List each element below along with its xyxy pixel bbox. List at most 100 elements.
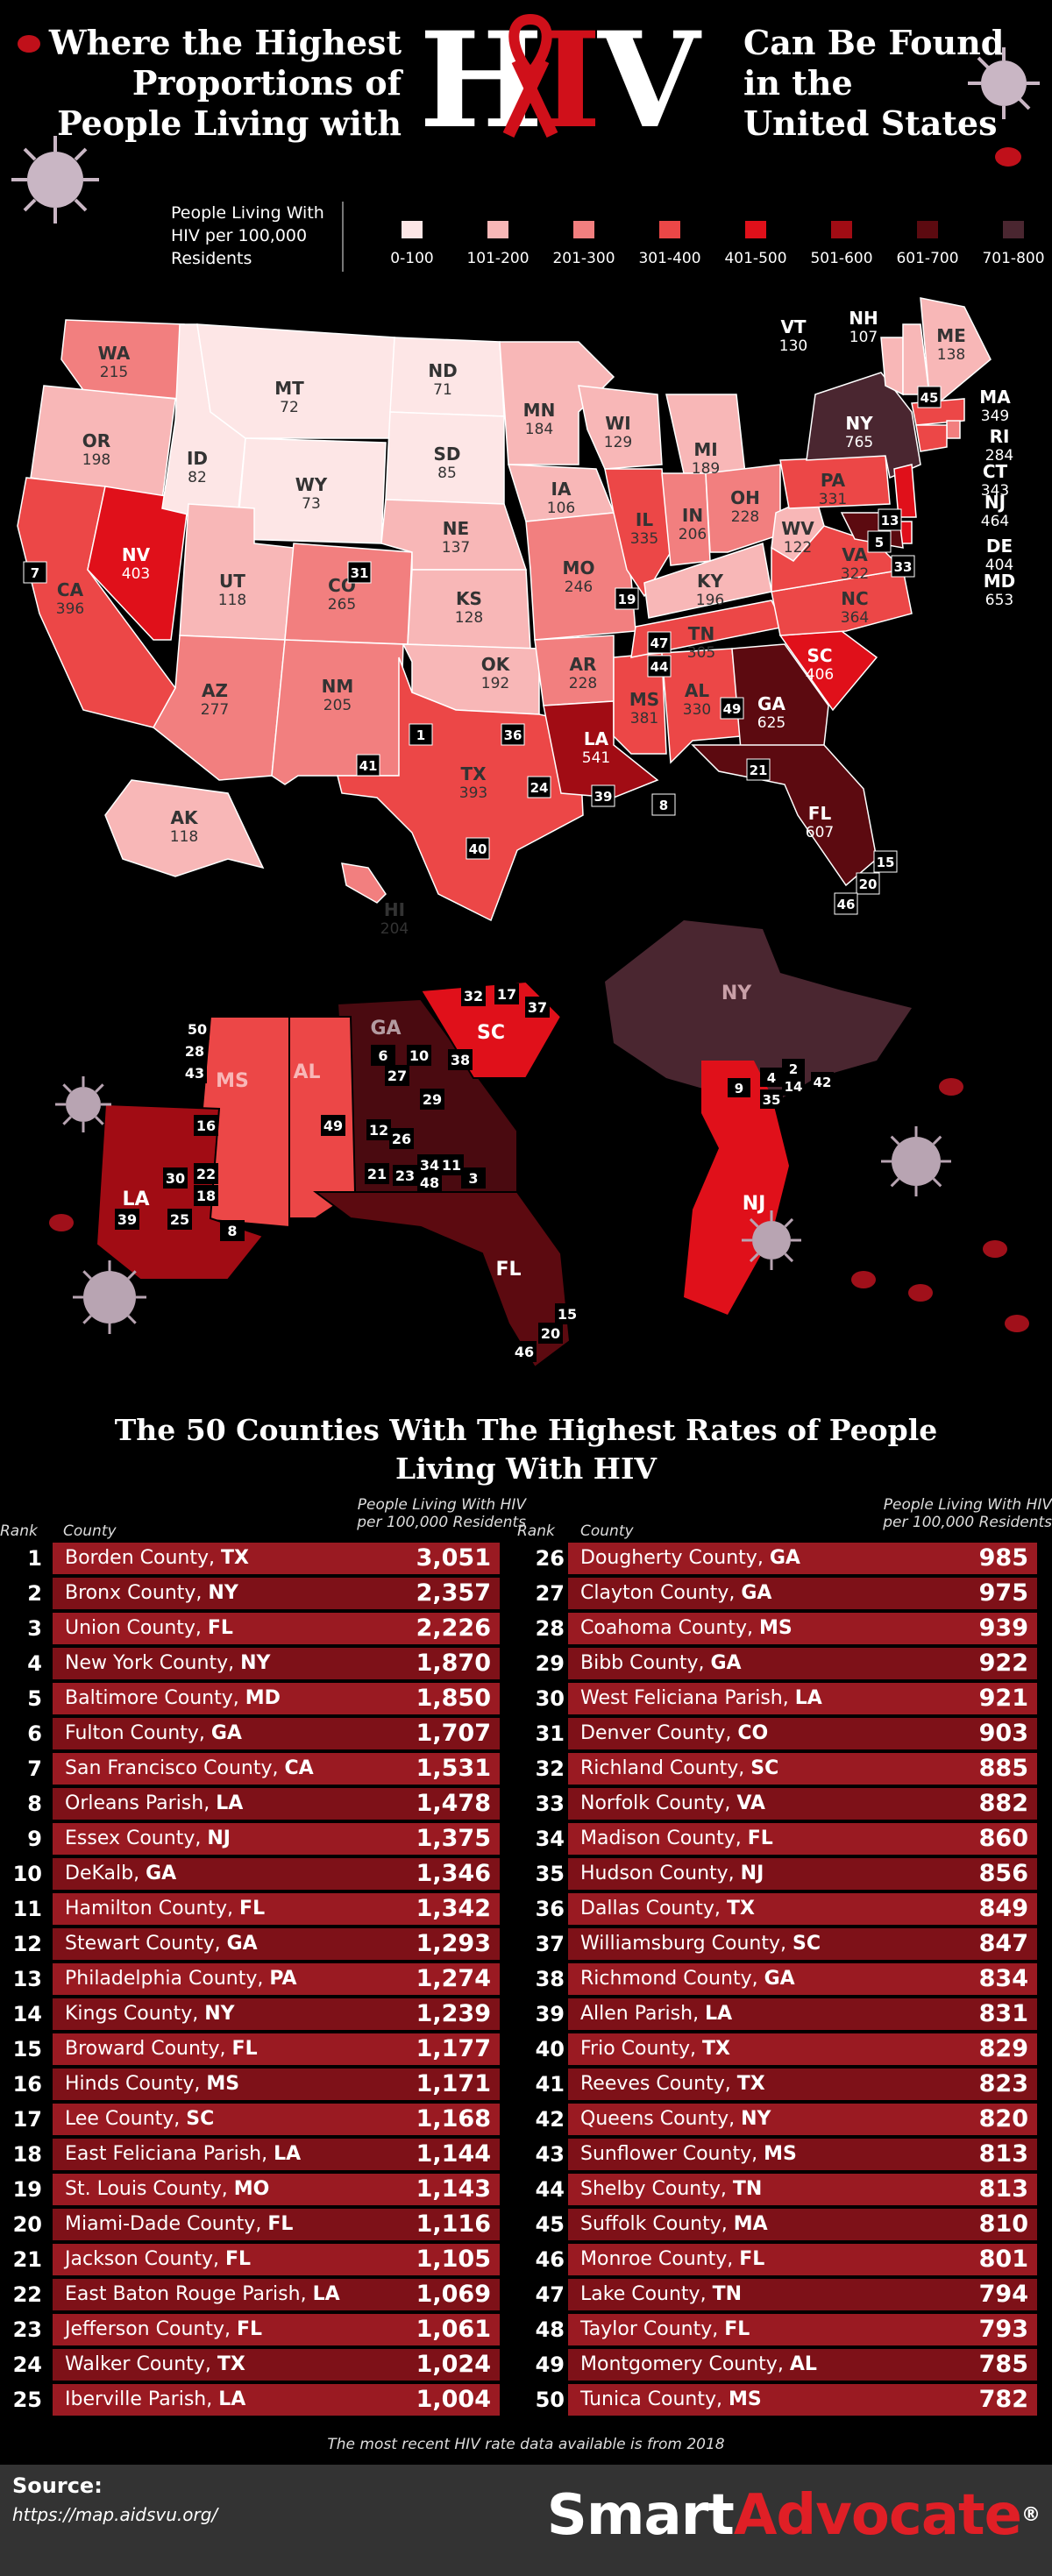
inset-rank-marker: 27 bbox=[385, 1065, 409, 1086]
legend-swatch bbox=[402, 221, 423, 238]
state-value: 196 bbox=[696, 592, 724, 609]
row-bar bbox=[53, 1788, 500, 1820]
county-name: Baltimore County, bbox=[65, 1687, 245, 1709]
brand-smart: Smart bbox=[546, 2483, 735, 2548]
table-row: 42 Queens County, NY 820 bbox=[515, 2104, 1037, 2135]
county-name: Reeves County, bbox=[580, 2073, 737, 2095]
county-name: Shelby County, bbox=[580, 2178, 733, 2200]
row-rank: 37 bbox=[535, 1932, 565, 1956]
county-name: Dallas County, bbox=[580, 1898, 727, 1920]
row-value: 813 bbox=[978, 2175, 1028, 2203]
inset-rank-marker: 46 bbox=[512, 1341, 537, 1362]
state-value: 107 bbox=[849, 329, 878, 346]
county-state: LA bbox=[794, 1687, 822, 1709]
row-rank: 16 bbox=[12, 2072, 42, 2097]
county-name: Orleans Parish, bbox=[65, 1792, 217, 1814]
row-rank: 47 bbox=[535, 2282, 565, 2307]
row-rank: 8 bbox=[27, 1792, 42, 1816]
source-link[interactable]: https://map.aidsvu.org/ bbox=[12, 2504, 218, 2525]
legend-label: People Living With HIV per 100,000 Resid… bbox=[171, 202, 324, 270]
row-value: 793 bbox=[978, 2316, 1028, 2343]
svg-text:1: 1 bbox=[416, 727, 425, 743]
svg-text:39: 39 bbox=[117, 1211, 137, 1228]
row-value: 1,870 bbox=[416, 1650, 491, 1677]
svg-text:48: 48 bbox=[420, 1174, 439, 1191]
row-county: Lake County, TN bbox=[580, 2279, 742, 2310]
state-value: 625 bbox=[757, 714, 785, 732]
svg-text:35: 35 bbox=[763, 1092, 781, 1108]
svg-text:43: 43 bbox=[185, 1065, 204, 1082]
county-state: LA bbox=[274, 2143, 302, 2165]
state-value: 192 bbox=[481, 675, 509, 692]
county-rank-marker: 31 bbox=[347, 561, 372, 584]
legend-bin-label: 501-600 bbox=[810, 250, 873, 267]
row-rank: 14 bbox=[12, 2002, 42, 2026]
svg-text:49: 49 bbox=[323, 1118, 343, 1134]
row-rank: 21 bbox=[12, 2247, 42, 2272]
county-name: Clayton County, bbox=[580, 1582, 742, 1604]
row-county: Jefferson County, FL bbox=[65, 2314, 262, 2345]
blood-cell-icon bbox=[939, 1078, 963, 1096]
county-state: FL bbox=[231, 2038, 258, 2060]
row-bar bbox=[53, 2174, 500, 2205]
legend-swatch bbox=[659, 221, 680, 238]
row-bar bbox=[568, 1893, 1037, 1925]
state-value: 118 bbox=[170, 828, 198, 846]
value-header: People Living With HIV per 100,000 Reside… bbox=[824, 1496, 1052, 1531]
row-county: Richland County, SC bbox=[580, 1753, 778, 1785]
county-name: New York County, bbox=[65, 1652, 241, 1674]
svg-text:8: 8 bbox=[659, 798, 668, 813]
state-label: SC bbox=[807, 645, 832, 666]
state-label: MN bbox=[523, 400, 556, 421]
virus-icon bbox=[881, 1126, 951, 1196]
row-value: 829 bbox=[978, 2035, 1028, 2062]
svg-text:38: 38 bbox=[451, 1052, 470, 1068]
row-bar bbox=[568, 2349, 1037, 2381]
row-rank: 4 bbox=[27, 1651, 42, 1676]
row-county: Borden County, TX bbox=[65, 1543, 249, 1574]
row-rank: 48 bbox=[535, 2317, 565, 2342]
county-state: PA bbox=[269, 1968, 297, 1990]
state-al bbox=[661, 648, 742, 764]
state-label: RI bbox=[990, 426, 1010, 447]
county-name: Bibb County, bbox=[580, 1652, 711, 1674]
table-row: 12 Stewart County, GA 1,293 bbox=[0, 1928, 500, 1960]
county-name: Hudson County, bbox=[580, 1863, 741, 1884]
state-label: MO bbox=[563, 557, 595, 578]
state-label: LA bbox=[584, 728, 609, 749]
state-label: MI bbox=[693, 439, 717, 460]
inset-state-label: SC bbox=[477, 1022, 505, 1044]
row-bar bbox=[568, 1998, 1037, 2030]
row-bar bbox=[53, 2279, 500, 2310]
inset-rank-marker: 48 bbox=[417, 1172, 442, 1193]
county-state: LA bbox=[705, 2003, 733, 2025]
blood-cell-icon bbox=[18, 35, 40, 53]
row-rank: 13 bbox=[12, 1967, 42, 1991]
county-state: FL bbox=[747, 1827, 773, 1849]
value-header-line: per 100,000 Residents bbox=[883, 1514, 1052, 1531]
state-value: 189 bbox=[692, 460, 720, 478]
row-rank: 9 bbox=[27, 1827, 42, 1851]
state-label: CT bbox=[983, 461, 1008, 482]
state-nj bbox=[893, 464, 917, 518]
inset-rank-marker: 11 bbox=[439, 1154, 464, 1175]
row-rank: 35 bbox=[535, 1862, 565, 1886]
county-header: County bbox=[63, 1522, 117, 1540]
row-bar bbox=[568, 1613, 1037, 1644]
row-bar bbox=[53, 1543, 500, 1574]
row-rank: 30 bbox=[535, 1686, 565, 1711]
county-rank-marker: 39 bbox=[591, 784, 615, 807]
table-row: 47 Lake County, TN 794 bbox=[515, 2279, 1037, 2310]
row-bar bbox=[568, 1543, 1037, 1574]
virus-icon bbox=[73, 1260, 146, 1334]
county-state: VA bbox=[736, 1792, 765, 1814]
state-value: 204 bbox=[380, 920, 409, 938]
table-row: 2 Bronx County, NY 2,357 bbox=[0, 1578, 500, 1609]
county-state: GA bbox=[146, 1863, 177, 1884]
rank-header: Rank bbox=[0, 1522, 38, 1540]
row-value: 794 bbox=[978, 2281, 1028, 2308]
row-county: Miami-Dade County, FL bbox=[65, 2209, 293, 2240]
row-bar bbox=[568, 1753, 1037, 1785]
state-value: 364 bbox=[841, 609, 869, 627]
svg-text:28: 28 bbox=[185, 1043, 204, 1060]
